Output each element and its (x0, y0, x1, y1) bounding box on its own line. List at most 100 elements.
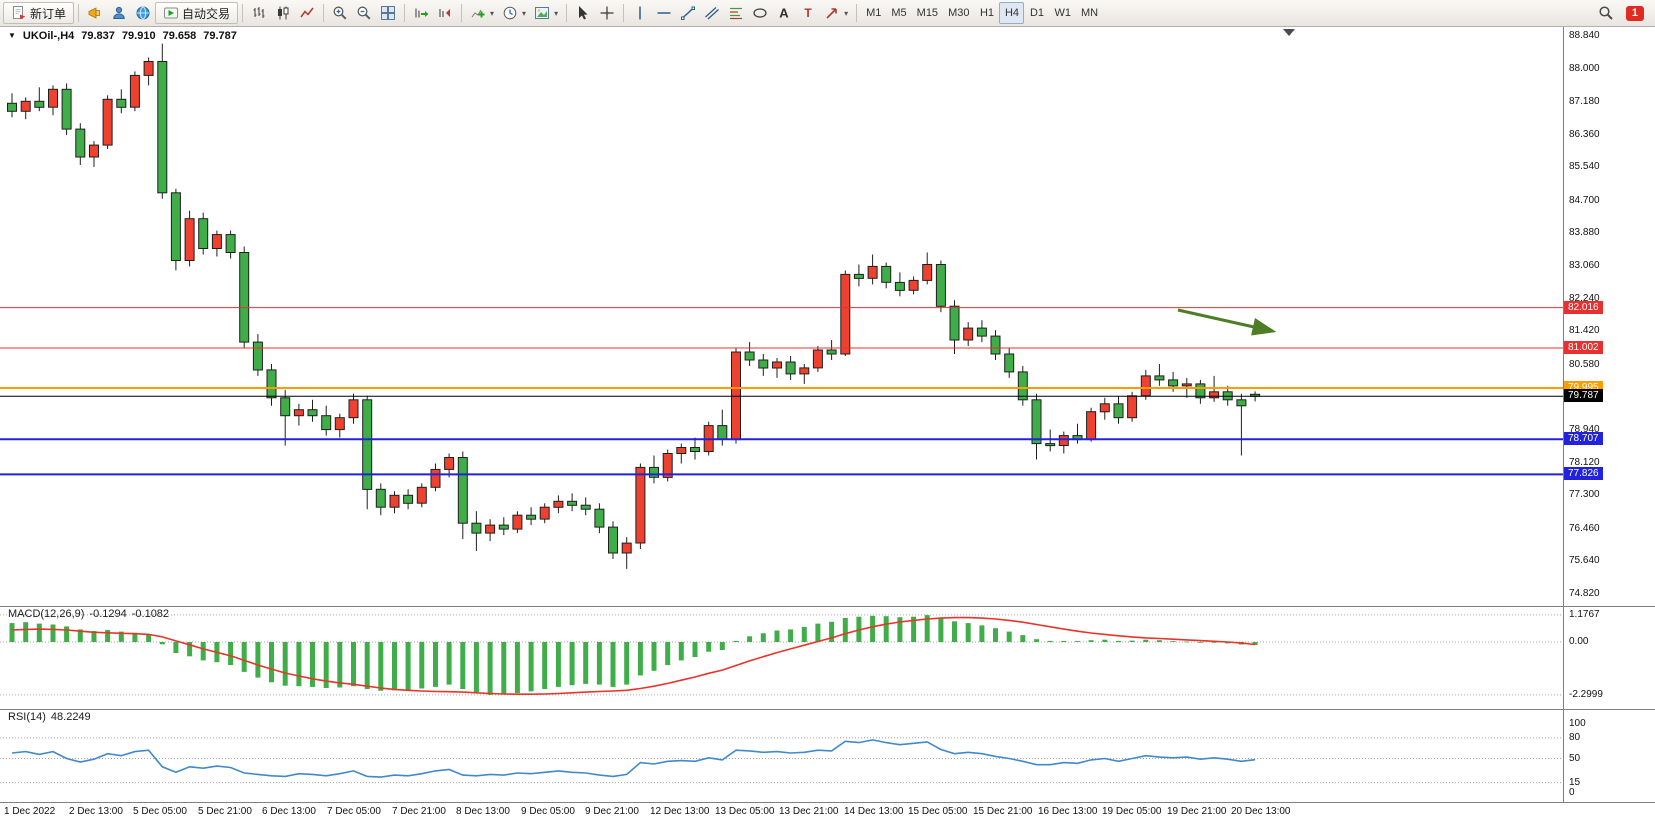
rsi-tick-label: 80 (1569, 732, 1581, 743)
price-tick-label: 74.820 (1569, 588, 1600, 599)
price-tick-label: 78.120 (1569, 457, 1600, 468)
macd-tick-label: -2.2999 (1569, 689, 1603, 700)
autotrading-icon (163, 5, 179, 21)
dropdown-caret-icon: ▾ (554, 8, 559, 18)
search-button[interactable] (1594, 2, 1618, 24)
price-tick-label: 88.000 (1569, 63, 1600, 74)
community-button[interactable] (107, 2, 131, 24)
clock-icon (502, 5, 518, 21)
cursor-button[interactable] (571, 2, 595, 24)
time-axis-label: 5 Dec 21:00 (198, 806, 252, 817)
crosshair-icon (599, 5, 615, 21)
candle (1168, 379, 1179, 387)
price-chart[interactable] (0, 26, 1655, 824)
level-price-label: 81.002 (1564, 341, 1603, 354)
candle (976, 327, 987, 337)
timeframe-h4-button[interactable]: H4 (999, 2, 1025, 24)
text-button[interactable]: A (772, 2, 796, 24)
periods-button[interactable]: ▾ (498, 2, 530, 24)
time-axis-label: 9 Dec 21:00 (585, 806, 639, 817)
level-price-label: 82.016 (1564, 301, 1603, 314)
candle (840, 273, 851, 355)
time-axis-label: 16 Dec 13:00 (1038, 806, 1098, 817)
candle (362, 399, 373, 490)
indicators-button[interactable]: ▾ (466, 2, 498, 24)
news-button[interactable] (83, 2, 107, 24)
toolbar-separator (623, 4, 625, 22)
autotrading-button[interactable]: 自动交易 (155, 2, 239, 24)
one-click-trading-toggle[interactable]: ▼ (8, 30, 16, 40)
time-axis-label: 1 Dec 2022 (4, 806, 56, 817)
price-tick-label: 78.940 (1569, 424, 1600, 435)
shapes-button[interactable] (748, 2, 772, 24)
zoom-in-button[interactable] (328, 2, 352, 24)
annotation-arrow[interactable] (1177, 308, 1277, 336)
toolbar-right-group: 1 (1594, 2, 1652, 24)
market-button[interactable] (131, 2, 155, 24)
toolbar-separator (404, 4, 406, 22)
candle (211, 234, 222, 250)
candle (963, 327, 974, 341)
time-axis-label: 2 Dec 13:00 (69, 806, 123, 817)
zoom-out-button[interactable] (352, 2, 376, 24)
fibonacci-button[interactable] (724, 2, 748, 24)
timeframe-m30-button[interactable]: M30 (943, 2, 974, 24)
candlestick-chart-button[interactable] (271, 2, 295, 24)
chart-shift-button[interactable] (433, 2, 457, 24)
label-button[interactable]: T (796, 2, 820, 24)
arrows-icon (824, 5, 840, 21)
candle (608, 526, 618, 554)
candle (498, 524, 509, 530)
notification-count-badge[interactable]: 1 (1625, 5, 1644, 21)
line-chart-button[interactable] (295, 2, 319, 24)
tile-icon (380, 5, 396, 21)
candle (102, 98, 113, 146)
candle (1113, 403, 1124, 419)
candle (1181, 383, 1192, 387)
timeframe-w1-button[interactable]: W1 (1049, 2, 1076, 24)
new-order-button[interactable]: 新订单 (3, 2, 75, 24)
candle (853, 273, 864, 279)
time-axis-label: 6 Dec 13:00 (262, 806, 316, 817)
chart-area[interactable]: ▼ UKOil-,H4 79.837 79.910 79.658 79.787 … (0, 26, 1655, 824)
macd-tick-label: 0.00 (1569, 636, 1589, 647)
chart-shift-marker[interactable] (1283, 29, 1295, 36)
toolbar-separator (323, 4, 325, 22)
candle (526, 514, 537, 520)
trendline-button[interactable] (676, 2, 700, 24)
timeframe-m1-button[interactable]: M1 (861, 2, 886, 24)
candle (403, 494, 414, 504)
vertical-line-button[interactable] (628, 2, 652, 24)
candle (785, 361, 796, 375)
candle (266, 369, 277, 399)
time-axis-label: 13 Dec 05:00 (715, 806, 775, 817)
ohlc-low: 79.658 (162, 30, 197, 42)
crosshair-button[interactable] (595, 2, 619, 24)
tile-windows-button[interactable] (376, 2, 400, 24)
timeframe-h1-button[interactable]: H1 (974, 2, 999, 24)
price-tick-label: 88.840 (1569, 30, 1600, 41)
channel-button[interactable] (700, 2, 724, 24)
timeframe-m15-button[interactable]: M15 (912, 2, 943, 24)
candle (444, 457, 455, 470)
candle (225, 234, 236, 254)
timeframe-m5-button[interactable]: M5 (886, 2, 911, 24)
timeframe-d1-button[interactable]: D1 (1024, 2, 1049, 24)
timeframe-mn-button[interactable]: MN (1076, 2, 1103, 24)
horizontal-line-button[interactable] (652, 2, 676, 24)
candle (744, 351, 755, 361)
candle (635, 466, 646, 544)
candle (280, 397, 291, 417)
candle (949, 305, 960, 341)
auto-scroll-button[interactable] (409, 2, 433, 24)
rsi-tick-label: 15 (1569, 777, 1581, 788)
bars-icon (251, 5, 267, 21)
candle (1099, 403, 1110, 413)
bar-chart-button[interactable] (247, 2, 271, 24)
candle (1140, 375, 1151, 397)
candle (143, 61, 154, 76)
candle (239, 252, 250, 343)
arrows-button[interactable]: ▾ (820, 2, 852, 24)
timeframe-h4-button-label: H4 (1004, 7, 1019, 19)
templates-button[interactable]: ▾ (530, 2, 562, 24)
